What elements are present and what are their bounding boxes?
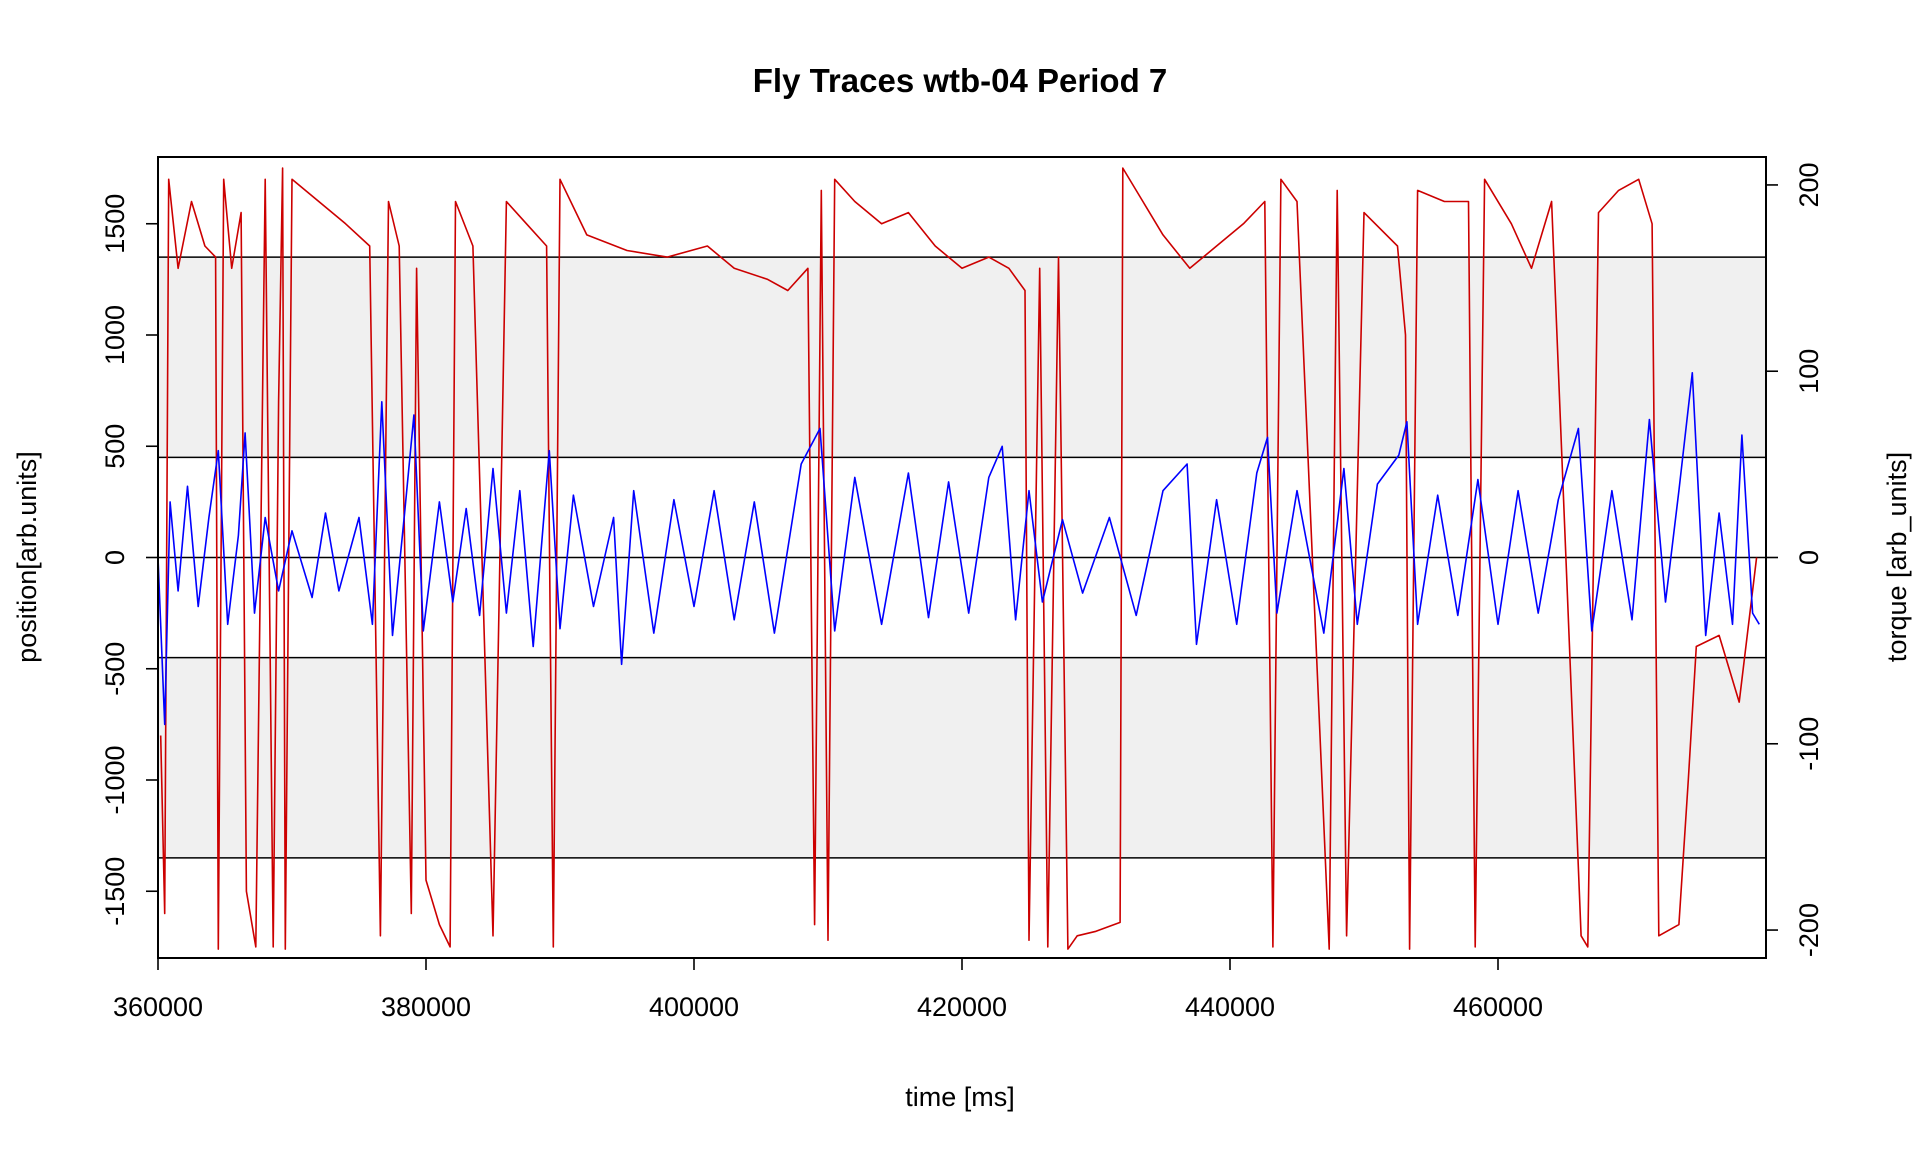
y-right-tick-label: 100 (1794, 349, 1824, 394)
x-tick-label: 440000 (1185, 992, 1275, 1022)
x-tick-label: 460000 (1453, 992, 1543, 1022)
y-right-axis-label: torque [arb_units] (1882, 452, 1912, 662)
y-left-tick-label: 500 (100, 424, 130, 469)
y-left-tick-label: -500 (100, 642, 130, 696)
shaded-band-1 (158, 657, 1766, 858)
axes: 360000 380000 400000 420000 440000 460000 -150… (100, 162, 1824, 1022)
y-left-tick-label: 0 (100, 550, 130, 565)
y-left-tick-label: -1500 (100, 857, 130, 926)
x-axis-label: time [ms] (905, 1082, 1015, 1112)
shaded-band-0 (158, 257, 1766, 458)
series-line-1 (157, 371, 1760, 726)
shaded-bands (158, 257, 1766, 858)
y-right-tick-label: -200 (1794, 903, 1824, 957)
chart-title: Fly Traces wtb-04 Period 7 (753, 62, 1168, 99)
y-right-tick-label: -100 (1794, 717, 1824, 771)
x-tick-label: 400000 (649, 992, 739, 1022)
x-tick-label: 380000 (381, 992, 471, 1022)
x-tick-label: 360000 (113, 992, 203, 1022)
y-right-tick-label: 200 (1794, 162, 1824, 207)
y-left-tick-label: 1500 (100, 194, 130, 254)
y-right-tick-label: 0 (1794, 550, 1824, 565)
x-tick-label: 420000 (917, 992, 1007, 1022)
series-line-0 (159, 167, 1758, 950)
y-left-axis-label: position[arb.units] (12, 451, 42, 663)
y-left-tick-label: 1000 (100, 305, 130, 365)
series-lines (157, 167, 1760, 950)
y-left-tick-label: -1000 (100, 745, 130, 814)
